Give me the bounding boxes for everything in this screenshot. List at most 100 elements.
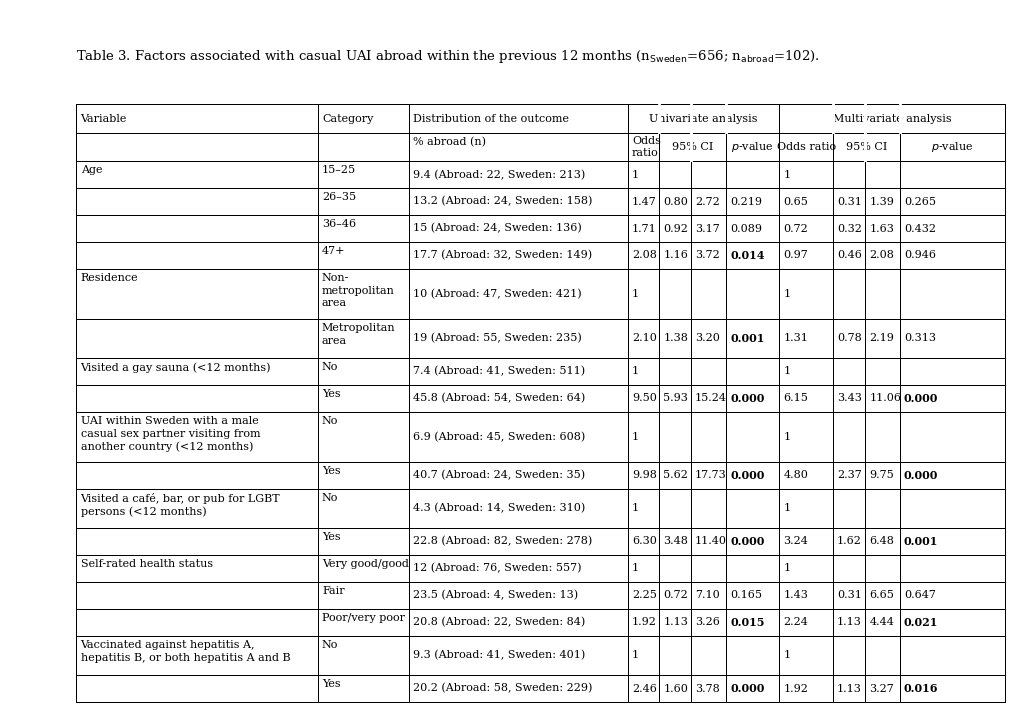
Text: 2.19: 2.19 (868, 333, 894, 343)
Text: Yes: Yes (322, 680, 340, 689)
Text: Fair: Fair (322, 586, 344, 596)
Text: 3.27: 3.27 (868, 683, 894, 693)
Text: 1: 1 (783, 366, 790, 377)
Text: 15.24: 15.24 (694, 393, 727, 403)
Text: 0.165: 0.165 (730, 590, 761, 600)
Text: 0.72: 0.72 (783, 223, 807, 233)
Text: 0.000: 0.000 (730, 683, 764, 694)
Text: 3.48: 3.48 (662, 536, 688, 546)
Text: 3.24: 3.24 (783, 536, 807, 546)
Text: 3.72: 3.72 (694, 251, 719, 261)
Text: 0.219: 0.219 (730, 197, 761, 207)
Text: 0.97: 0.97 (783, 251, 807, 261)
Text: 1.13: 1.13 (837, 683, 861, 693)
Text: 3.26: 3.26 (694, 618, 719, 627)
Text: 0.31: 0.31 (837, 197, 861, 207)
Text: 0.32: 0.32 (837, 223, 861, 233)
Text: 1.43: 1.43 (783, 590, 807, 600)
Text: 0.647: 0.647 (903, 590, 934, 600)
Text: Odds
ratio: Odds ratio (632, 135, 660, 158)
Text: 9.98: 9.98 (632, 470, 656, 480)
Text: Metropolitan
area: Metropolitan area (322, 323, 395, 346)
Text: 17.73: 17.73 (694, 470, 727, 480)
Text: 95% CI: 95% CI (845, 142, 887, 152)
Text: Distribution of the outcome: Distribution of the outcome (413, 114, 569, 124)
Text: Odds ratio: Odds ratio (775, 142, 835, 152)
Text: 2.46: 2.46 (632, 683, 656, 693)
Text: 4.44: 4.44 (868, 618, 894, 627)
Text: 0.46: 0.46 (837, 251, 861, 261)
Text: Very good/good: Very good/good (322, 559, 409, 570)
Text: 0.65: 0.65 (783, 197, 807, 207)
Text: Self-rated health status: Self-rated health status (81, 559, 213, 570)
Text: 3.43: 3.43 (837, 393, 861, 403)
Text: Poor/very poor: Poor/very poor (322, 613, 405, 624)
Text: 0.014: 0.014 (730, 250, 764, 261)
Text: 6.30: 6.30 (632, 536, 656, 546)
Text: 22.8 (Abroad: 82, Sweden: 278): 22.8 (Abroad: 82, Sweden: 278) (413, 536, 592, 546)
Text: Visited a café, bar, or pub for LGBT
persons (<12 months): Visited a café, bar, or pub for LGBT per… (81, 493, 280, 517)
Text: 12 (Abroad: 76, Sweden: 557): 12 (Abroad: 76, Sweden: 557) (413, 563, 581, 574)
Text: 11.40: 11.40 (694, 536, 727, 546)
Text: 36–46: 36–46 (322, 220, 356, 230)
Text: 1: 1 (632, 432, 639, 442)
Text: 0.001: 0.001 (730, 333, 764, 344)
Text: 19 (Abroad: 55, Sweden: 235): 19 (Abroad: 55, Sweden: 235) (413, 333, 581, 343)
Text: 3.20: 3.20 (694, 333, 719, 343)
Text: 2.08: 2.08 (868, 251, 894, 261)
Text: 15–25: 15–25 (322, 166, 356, 176)
Text: 6.9 (Abroad: 45, Sweden: 608): 6.9 (Abroad: 45, Sweden: 608) (413, 432, 585, 442)
Text: 2.72: 2.72 (694, 197, 719, 207)
Text: 1: 1 (783, 289, 790, 299)
Text: 2.10: 2.10 (632, 333, 656, 343)
Text: 47+: 47+ (322, 246, 345, 256)
Text: 1: 1 (783, 503, 790, 513)
Text: 26–35: 26–35 (322, 192, 356, 202)
Text: 3.17: 3.17 (694, 223, 719, 233)
Text: 7.10: 7.10 (694, 590, 719, 600)
Text: 1.39: 1.39 (868, 197, 894, 207)
Text: 1.13: 1.13 (662, 618, 688, 627)
Text: 1.16: 1.16 (662, 251, 688, 261)
Text: 1.92: 1.92 (632, 618, 656, 627)
Text: 0.089: 0.089 (730, 223, 761, 233)
Text: 1.63: 1.63 (868, 223, 894, 233)
Text: 7.4 (Abroad: 41, Sweden: 511): 7.4 (Abroad: 41, Sweden: 511) (413, 366, 585, 377)
Text: Vaccinated against hepatitis A,
hepatitis B, or both hepatitis A and B: Vaccinated against hepatitis A, hepatiti… (81, 640, 290, 662)
Text: 0.265: 0.265 (903, 197, 935, 207)
Text: 3.78: 3.78 (694, 683, 719, 693)
Text: % abroad (n): % abroad (n) (413, 137, 485, 148)
Text: Category: Category (322, 114, 373, 124)
Text: 0.432: 0.432 (903, 223, 935, 233)
Text: 0.015: 0.015 (730, 617, 764, 628)
Text: 0.31: 0.31 (837, 590, 861, 600)
Text: 0.021: 0.021 (903, 617, 937, 628)
Text: 9.3 (Abroad: 41, Sweden: 401): 9.3 (Abroad: 41, Sweden: 401) (413, 650, 585, 661)
Text: 1.38: 1.38 (662, 333, 688, 343)
Text: 0.000: 0.000 (903, 393, 937, 404)
Text: 40.7 (Abroad: 24, Sweden: 35): 40.7 (Abroad: 24, Sweden: 35) (413, 470, 585, 480)
Text: 23.5 (Abroad: 4, Sweden: 13): 23.5 (Abroad: 4, Sweden: 13) (413, 590, 578, 600)
Text: $p$-value: $p$-value (731, 140, 773, 154)
Text: No: No (322, 362, 338, 372)
Text: Yes: Yes (322, 467, 340, 476)
Text: 0.000: 0.000 (903, 470, 937, 481)
Text: 1: 1 (783, 650, 790, 660)
Text: 9.4 (Abroad: 22, Sweden: 213): 9.4 (Abroad: 22, Sweden: 213) (413, 169, 585, 180)
Text: 1.92: 1.92 (783, 683, 807, 693)
Text: 2.24: 2.24 (783, 618, 807, 627)
Text: 0.92: 0.92 (662, 223, 688, 233)
Text: 10 (Abroad: 47, Sweden: 421): 10 (Abroad: 47, Sweden: 421) (413, 289, 581, 299)
Text: 1.47: 1.47 (632, 197, 656, 207)
Text: Residence: Residence (81, 274, 138, 283)
Text: 1.13: 1.13 (837, 618, 861, 627)
Text: 9.50: 9.50 (632, 393, 656, 403)
Text: Age: Age (81, 166, 102, 176)
Text: 0.946: 0.946 (903, 251, 935, 261)
Text: 0.80: 0.80 (662, 197, 688, 207)
Text: 1: 1 (783, 432, 790, 442)
Text: 1.60: 1.60 (662, 683, 688, 693)
Text: Variable: Variable (81, 114, 126, 124)
Text: 1: 1 (632, 169, 639, 179)
Text: 15 (Abroad: 24, Sweden: 136): 15 (Abroad: 24, Sweden: 136) (413, 223, 581, 234)
